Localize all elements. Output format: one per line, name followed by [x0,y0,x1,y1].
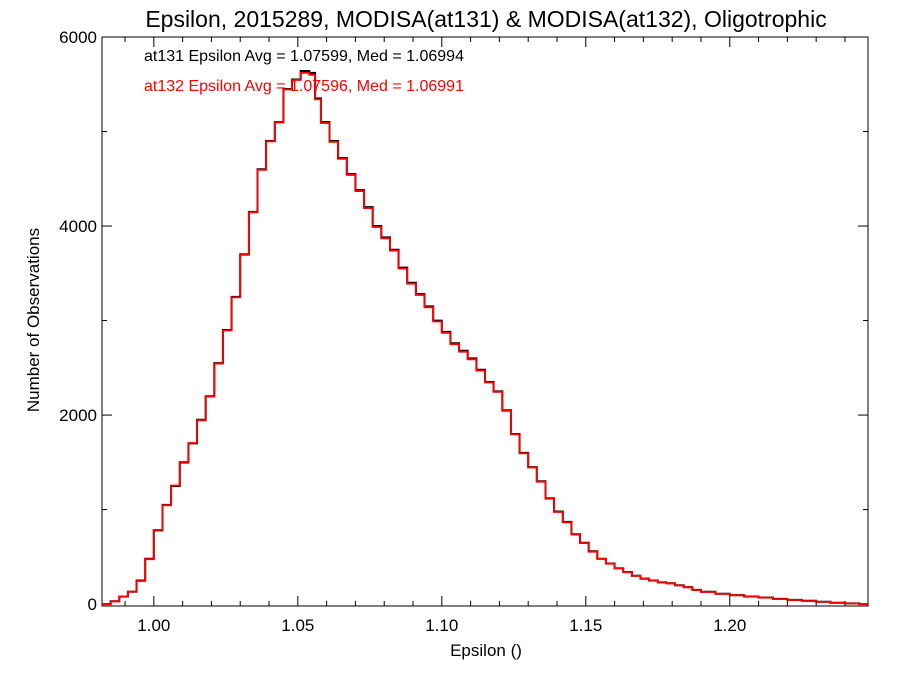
series-at132-line [102,72,868,605]
x-tick-label: 1.15 [569,616,602,635]
x-tick-label: 1.05 [281,616,314,635]
y-tick-label: 2000 [59,406,97,425]
stats-annotation-at132: at132 Epsilon Avg = 1.07596, Med = 1.069… [144,78,464,95]
stats-annotation-at131: at131 Epsilon Avg = 1.07599, Med = 1.069… [144,48,464,65]
chart-title: Epsilon, 2015289, MODISA(at131) & MODISA… [145,6,826,32]
y-tick-label: 6000 [59,28,97,47]
y-axis: 0 2000 4000 6000 [59,28,868,614]
y-axis-label: Number of Observations [24,228,43,412]
y-tick-label: 4000 [59,217,97,236]
x-tick-label: 1.00 [137,616,170,635]
series-at131-line [102,70,868,606]
x-axis: 1.00 1.05 1.10 1.15 1.20 [124,37,846,635]
x-tick-label: 1.10 [425,616,458,635]
plot-area-frame [101,36,869,607]
series-layer [102,70,868,606]
x-axis-label: Epsilon () [450,641,522,660]
y-tick-label: 0 [88,595,97,614]
x-tick-label: 1.20 [713,616,746,635]
